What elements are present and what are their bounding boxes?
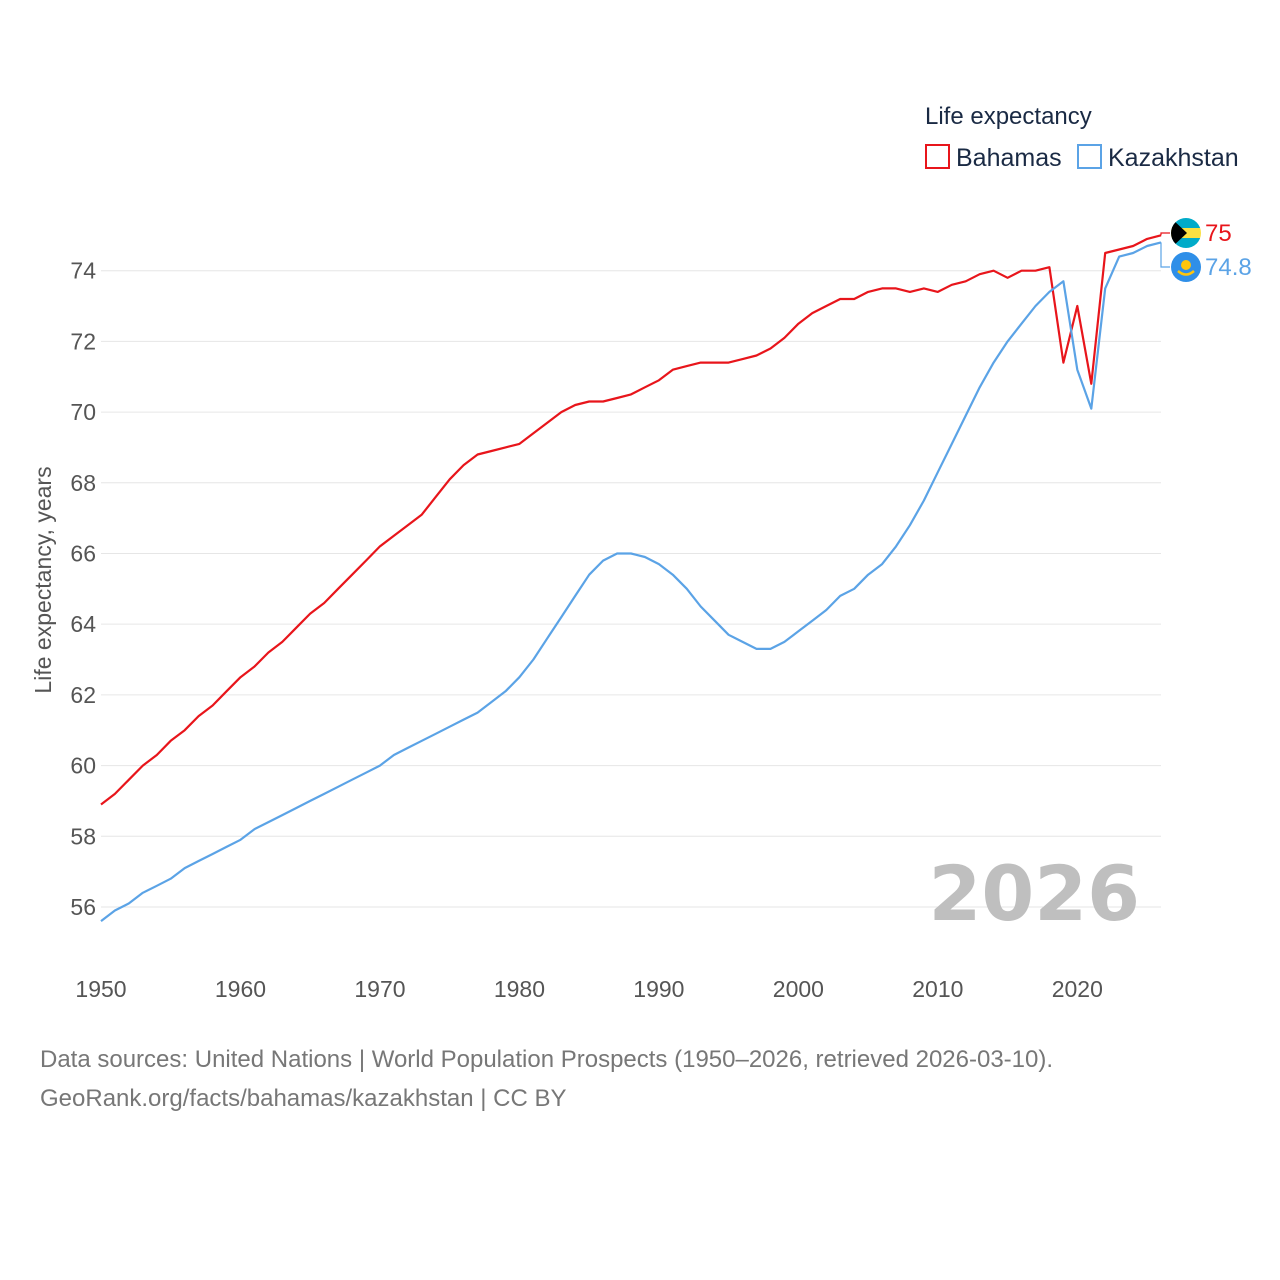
bahamas-flag-top-stripe: [1171, 218, 1201, 228]
x-tick-label-2020: 2020: [1052, 976, 1103, 1002]
bahamas-flag-bottom-stripe: [1171, 238, 1201, 248]
life-expectancy-chart: 56 58 60 62 64 66 68 70 72 74 1950 1960 1970 1980 199…: [30, 103, 1252, 1002]
series-line-kazakhstan: [100, 241, 1162, 922]
y-axis-label: Life expectancy, years: [30, 466, 56, 693]
bahamas-flag-body: [1171, 218, 1201, 248]
y-tick-label-64: 64: [70, 611, 96, 637]
y-axis-ticks: 56 58 60 62 64 66 68 70 72 74: [70, 258, 96, 920]
y-tick-label-56: 56: [70, 894, 96, 920]
legend-swatch-kazakhstan: [1077, 144, 1102, 169]
kazakhstan-flag-eagle: [1177, 270, 1195, 276]
legend-label-bahamas: Bahamas: [956, 144, 1062, 172]
y-tick-label-60: 60: [70, 753, 96, 779]
leader-line-bahamas: [1160, 232, 1170, 236]
y-tick-label-58: 58: [70, 823, 96, 849]
legend-swatch-bahamas: [925, 144, 950, 169]
y-tick-label-62: 62: [70, 682, 96, 708]
series-line-bahamas: [100, 234, 1162, 806]
year-watermark: 2026: [928, 849, 1140, 938]
kazakhstan-flag-sun: [1181, 260, 1191, 270]
bahamas-flag-triangle: [1171, 218, 1187, 248]
gridlines: [101, 270, 1161, 908]
end-labels: 75 74.8: [1160, 218, 1252, 282]
end-label-kazakhstan: 74.8: [1205, 254, 1252, 281]
y-tick-label-68: 68: [70, 470, 96, 496]
footer: Data sources: United Nations | World Pop…: [40, 1040, 1053, 1118]
x-tick-label-1960: 1960: [215, 976, 266, 1002]
y-tick-label-70: 70: [70, 399, 96, 425]
legend-title: Life expectancy: [925, 103, 1092, 130]
kazakhstan-flag-body: [1171, 252, 1201, 282]
kazakhstan-flag-icon: [1171, 252, 1201, 282]
footer-link[interactable]: GeoRank.org/facts/bahamas/kazakhstan | C…: [40, 1085, 567, 1112]
x-tick-label-1990: 1990: [633, 976, 684, 1002]
x-tick-label-1970: 1970: [354, 976, 405, 1002]
legend-item-kazakhstan[interactable]: Kazakhstan: [1077, 144, 1239, 172]
leader-line-kazakhstan: [1160, 242, 1170, 268]
legend-item-bahamas[interactable]: Bahamas: [925, 144, 1062, 172]
x-axis-ticks: 1950 1960 1970 1980 1990 2000 2010 2020: [75, 976, 1102, 1002]
series-lines: [100, 234, 1162, 922]
y-tick-label-66: 66: [70, 540, 96, 566]
x-tick-label-2000: 2000: [773, 976, 824, 1002]
y-tick-label-74: 74: [70, 258, 96, 284]
x-tick-label-1980: 1980: [494, 976, 545, 1002]
x-tick-label-2010: 2010: [912, 976, 963, 1002]
end-label-bahamas: 75: [1205, 220, 1232, 247]
x-tick-label-1950: 1950: [75, 976, 126, 1002]
bahamas-flag-icon: [1171, 218, 1201, 248]
legend-label-kazakhstan: Kazakhstan: [1108, 144, 1239, 172]
y-tick-label-72: 72: [70, 328, 96, 354]
footer-sources: Data sources: United Nations | World Pop…: [40, 1046, 1054, 1073]
legend: Life expectancy Bahamas Kazakhstan: [925, 103, 1239, 172]
